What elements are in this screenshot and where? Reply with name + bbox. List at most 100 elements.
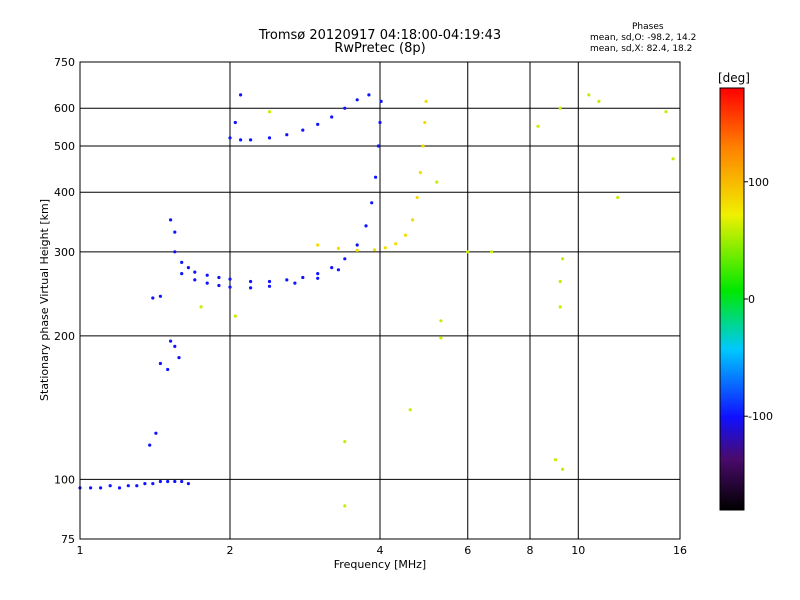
echo-point [364,224,368,228]
echo-point [316,276,320,280]
echo-point [408,408,412,412]
phases-x-mode-stats: mean, sd,X: 82.4, 18.2 [590,44,693,54]
echo-point [205,273,209,277]
echo-point [126,484,130,488]
echo-point [135,484,139,488]
colorbar-label: [deg] [718,71,750,85]
echo-point [370,201,374,205]
echo-point [158,479,162,484]
echo-point [587,93,591,97]
echo-point [199,305,203,309]
echo-point [151,296,155,300]
x-tick-label: 2 [227,544,234,557]
echo-point [343,440,347,444]
echo-point [379,99,383,103]
echo-point [205,281,209,285]
echo-point [158,294,162,298]
y-tick-label: 100 [54,473,75,486]
x-tick-label: 8 [527,544,534,557]
echo-point [233,314,237,318]
echo-point [301,275,305,280]
echo-point [217,275,221,280]
colorbar-tick-label: 100 [748,176,769,189]
echo-point [148,443,152,447]
x-tick-label: 16 [673,544,687,557]
echo-point [143,482,147,486]
chart-title: Tromsø 20120917 04:18:00-04:19:43 [258,28,502,43]
echo-point [117,486,122,490]
echo-point [424,99,428,103]
echo-point [553,458,558,462]
echo-point [466,250,470,254]
x-tick-label: 1 [77,544,84,557]
echo-point [186,482,190,486]
echo-point [558,305,562,309]
echo-point [267,279,272,284]
echo-point [267,110,272,114]
chart-subtitle: RwPretec (8p) [334,41,426,56]
y-tick-label: 300 [54,246,75,259]
echo-point [99,486,103,490]
echo-point [558,279,562,284]
echo-point [285,133,289,137]
echo-point [418,170,422,175]
echo-point [293,281,297,285]
echo-point [316,122,320,126]
echo-point [249,138,253,142]
echo-point [355,243,359,247]
y-tick-label: 200 [54,330,75,343]
echo-point [561,467,565,471]
echo-point [415,195,419,200]
echo-point [343,257,347,261]
echo-point [316,243,320,247]
echo-point [267,136,272,140]
echo-point [367,93,371,97]
y-tick-label: 75 [61,533,75,546]
echo-point [316,272,320,276]
y-tick-label: 750 [54,56,75,69]
echo-point [355,248,359,252]
echo-point [180,272,184,276]
echo-point [439,319,443,323]
echo-point [233,120,237,125]
echo-point [173,479,177,484]
echo-point [228,136,232,140]
echo-point [154,431,158,435]
echo-point [301,128,305,132]
echo-point [180,260,184,264]
echo-point [177,356,181,360]
x-axis-label: Frequency [MHz] [334,558,426,571]
echo-point [411,218,415,222]
colorbar-tick-label: 0 [748,293,755,306]
echo-point [267,284,272,288]
echo-point [89,486,93,490]
echo-point [151,482,155,486]
x-tick-label: 10 [571,544,585,557]
echo-point [403,233,408,237]
x-tick-label: 4 [377,544,384,557]
echo-point [173,250,177,254]
colorbar-tick-label: -100 [748,410,773,423]
echo-point [336,246,340,250]
echo-point [330,115,334,119]
colorbar [719,87,745,511]
echo-point [166,367,170,372]
echo-point [421,144,425,148]
phases-o-mode-stats: mean, sd,O: -98.2, 14.2 [590,33,697,43]
echo-point [336,268,340,272]
y-axis-label: Stationary phase Virtual Height [km] [38,199,51,401]
echo-point [193,278,197,282]
echo-point [108,484,112,488]
echo-point [374,175,378,179]
echo-point [169,218,173,222]
echo-point [285,278,289,282]
echo-point [435,180,439,184]
echo-point [169,339,173,343]
echo-point [217,283,221,288]
echo-point [536,124,540,128]
echo-point [383,246,387,250]
echo-point [173,344,177,348]
echo-point [173,230,177,234]
